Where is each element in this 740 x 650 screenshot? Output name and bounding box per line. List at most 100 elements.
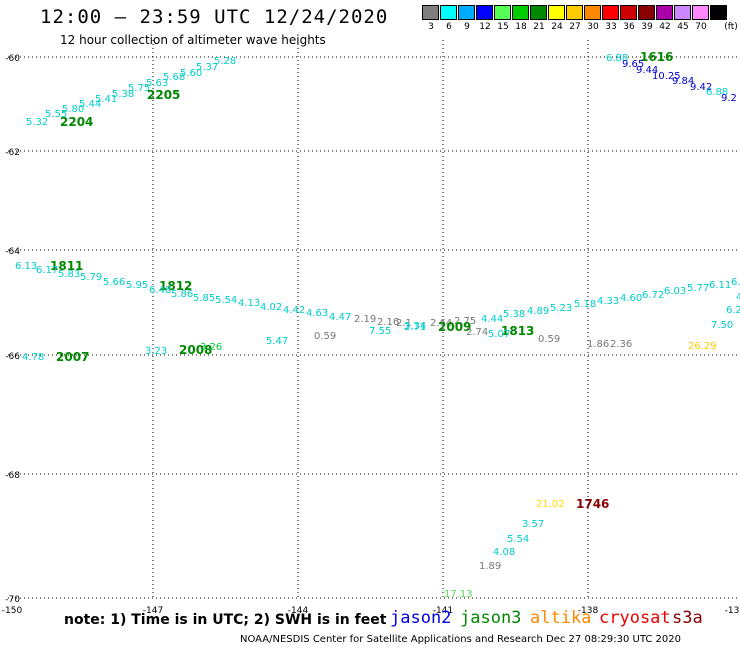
legend-swatch	[692, 5, 709, 20]
wave-height-label: 17.13	[444, 589, 473, 600]
wave-height-label: 6.88	[706, 87, 728, 98]
legend-swatch	[620, 5, 637, 20]
legend-label: 24	[551, 22, 563, 32]
wave-height-label: 0.59	[314, 331, 336, 342]
wave-height-label: 4.63	[306, 308, 328, 319]
wave-height-label: 5.07	[488, 329, 510, 340]
wave-height-label: 4	[736, 292, 740, 303]
legend-label: 18	[515, 22, 527, 32]
wave-height-label: 9.2	[721, 93, 737, 104]
pass-time-label: 1811	[50, 259, 83, 273]
lon-label: -141	[433, 606, 453, 616]
legend-swatch	[602, 5, 619, 20]
legend-label: 3	[428, 22, 434, 32]
legend-label: 9	[464, 22, 470, 32]
legend-label: 33	[605, 22, 617, 32]
wave-height-label: 6.72	[642, 290, 664, 301]
legend-swatch	[656, 5, 673, 20]
wave-height-label: 2.16	[377, 317, 399, 328]
wave-height-label: 5.86	[171, 289, 193, 300]
wave-height-label: 5.79	[80, 272, 102, 283]
legend-swatch	[548, 5, 565, 20]
wave-height-label: 6.88	[606, 53, 628, 64]
mission-label: cryosat	[599, 608, 671, 628]
pass-time-label: 2205	[147, 88, 180, 102]
wave-height-label: 2.1	[396, 318, 412, 329]
wave-height-label: 4.60	[620, 293, 642, 304]
wave-height-label: 5.47	[266, 336, 288, 347]
legend-swatch	[530, 5, 547, 20]
wave-height-label: 7.55	[369, 326, 391, 337]
lat-label: -68	[5, 471, 20, 481]
legend-label: 36	[623, 22, 635, 32]
wave-height-label: 4.42	[283, 305, 305, 316]
legend-swatch	[584, 5, 601, 20]
pass-time-label: 2009	[438, 320, 471, 334]
pass-time-label: 2007	[56, 350, 89, 364]
wave-height-label: 5.38	[112, 89, 134, 100]
wave-height-label: 1.89	[479, 561, 501, 572]
wave-height-label: 3.23	[145, 346, 167, 357]
legend-label: 21	[533, 22, 545, 32]
wave-height-label: 5.60	[180, 68, 202, 79]
wave-height-label: 4.08	[493, 547, 515, 558]
wave-height-label: 5.63	[146, 78, 168, 89]
wave-height-label: 5.23	[550, 303, 572, 314]
mission-label: jason3	[460, 608, 522, 628]
legend-swatch	[494, 5, 511, 20]
wave-height-label: 26.29	[688, 341, 717, 352]
legend-label: 6	[446, 22, 452, 32]
legend-swatch	[458, 5, 475, 20]
wave-height-label: 5.28	[214, 56, 236, 67]
mission-label: jason2	[390, 608, 452, 628]
legend-swatch	[710, 5, 727, 20]
wave-height-label: 1.86	[587, 339, 609, 350]
wave-height-label: 10.25	[652, 71, 681, 82]
wave-height-label: 3.26	[200, 342, 222, 353]
wave-height-label: 7.50	[711, 320, 733, 331]
wave-height-label: 5.54	[507, 534, 529, 545]
wave-height-label: 5.37	[196, 62, 218, 73]
wave-height-label: 5.83	[58, 269, 80, 280]
wave-height-label: 6.2	[726, 305, 740, 316]
wave-height-label: 4.47	[329, 312, 351, 323]
pass-time-label: 1813	[501, 324, 534, 338]
wave-height-label: 5.18	[574, 299, 596, 310]
wave-height-label: 9.65	[622, 59, 644, 70]
legend-swatch	[566, 5, 583, 20]
legend-swatch	[422, 5, 439, 20]
wave-height-label: 4.13	[238, 298, 260, 309]
wave-height-label: 5.77	[687, 283, 709, 294]
wave-height-label: 5.75	[128, 83, 150, 94]
pass-time-label: 1746	[576, 497, 609, 511]
legend-label: 42	[659, 22, 671, 32]
legend-label: 12	[479, 22, 491, 32]
pass-time-label: 2008	[179, 343, 212, 357]
wave-height-label: 9.44	[636, 65, 658, 76]
lon-label: -147	[143, 606, 163, 616]
wave-height-label: 5.54	[215, 295, 237, 306]
wave-height-label: 9.42	[690, 82, 712, 93]
wave-height-label: 5.95	[126, 280, 148, 291]
wave-height-label: 4.44	[481, 314, 503, 325]
wave-height-label: 2.19	[354, 314, 376, 325]
lon-label: -150	[2, 606, 23, 616]
wave-height-label: 4.89	[527, 306, 549, 317]
wave-height-label: 6.48	[149, 285, 171, 296]
wave-height-label: 4.78	[22, 352, 44, 363]
wave-height-label: 5.80	[62, 104, 84, 115]
legend-label: 39	[641, 22, 653, 32]
lon-label: -144	[288, 606, 309, 616]
legend-swatch	[476, 5, 493, 20]
wave-height-label: 6.	[731, 277, 740, 288]
legend-swatch	[512, 5, 529, 20]
pass-time-label: 2204	[60, 115, 93, 129]
wave-height-label: 2.74	[466, 327, 488, 338]
wave-height-label: 4.02	[260, 302, 282, 313]
legend-label: 30	[587, 22, 599, 32]
wave-height-label: 6.13	[15, 261, 37, 272]
wave-height-label: 5.66	[103, 277, 125, 288]
wave-height-label: 2.71	[404, 322, 426, 333]
footer-credit: NOAA/NESDIS Center for Satellite Applica…	[240, 634, 682, 645]
legend-swatch	[638, 5, 655, 20]
